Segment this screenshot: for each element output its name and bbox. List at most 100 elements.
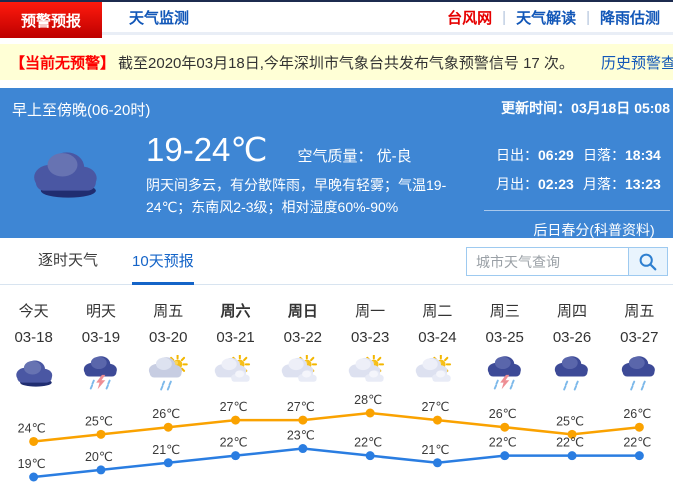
weather-description: 阴天间多云，有分散阵雨，早晚有轻雾；气温19-24℃；东南风2-3级；相对湿度6… (146, 177, 447, 216)
weather-icon (414, 354, 460, 391)
forecast-day-5: 周一 03-23 (336, 300, 403, 391)
link-rain-estimate[interactable]: 降雨估测 (599, 9, 660, 27)
temperature-chart: 24℃ 25℃ 26℃ 27℃ 27℃ 28℃ 27℃ 26℃ 25℃ 26℃ 19℃ 20℃ 21℃ 2… (18, 393, 651, 482)
update-time: 更新时间：03月18日 05:08 (484, 98, 670, 118)
tab-warning-forecast[interactable]: 预警预报 (0, 2, 103, 38)
day-name: 周六 (220, 303, 251, 320)
svg-text:20℃: 20℃ (85, 450, 113, 464)
svg-text:27℃: 27℃ (220, 400, 248, 414)
moonset: 月落：13:23 (583, 176, 661, 192)
day-name: 周五 (624, 303, 655, 320)
panel-divider (484, 210, 670, 211)
svg-text:22℃: 22℃ (220, 436, 248, 450)
day-date: 03-21 (216, 329, 255, 346)
update-time-label: 更新时间： (501, 100, 572, 116)
day-date: 03-25 (485, 329, 524, 346)
city-search (466, 247, 668, 276)
svg-text:26℃: 26℃ (623, 407, 651, 421)
svg-text:22℃: 22℃ (354, 436, 382, 450)
svg-text:22℃: 22℃ (556, 436, 584, 450)
weather-icon (482, 355, 528, 391)
forecast-day-6: 周二 03-24 (404, 300, 471, 391)
weather-icon (11, 355, 57, 391)
alert-badge: 【当前无预警】 (10, 54, 116, 72)
search-icon (639, 253, 657, 270)
svg-text:24℃: 24℃ (18, 421, 46, 435)
update-time-value: 03月18日 05:08 (571, 100, 670, 116)
day-date: 03-27 (620, 329, 659, 346)
day-name: 明天 (85, 303, 116, 320)
weather-icon (213, 354, 259, 391)
svg-text:22℃: 22℃ (623, 436, 651, 450)
alert-bar: 【当前无预警】 截至2020年03月18日,今年深圳市气象台共发布气象预警信号 … (0, 44, 673, 80)
forecast-day-7: 周三 03-25 (471, 300, 538, 391)
day-name: 今天 (18, 303, 49, 320)
tab-warning-forecast-label: 预警预报 (21, 12, 82, 30)
day-date: 03-20 (149, 329, 188, 346)
day-date: 03-22 (283, 329, 323, 346)
day-date: 03-19 (81, 329, 121, 346)
day-date: 03-24 (418, 329, 457, 346)
svg-text:23℃: 23℃ (287, 429, 315, 443)
forecast-day-8: 周四 03-26 (538, 300, 605, 391)
tab-ten-day-forecast[interactable]: 10天预报 (132, 250, 194, 285)
temperature-range: 19-24℃ (146, 131, 268, 168)
history-warning-link[interactable]: 历史预警查询 (600, 54, 673, 72)
svg-text:22℃: 22℃ (489, 436, 517, 450)
forecast-tabbar: 逐时天气 10天预报 (0, 238, 673, 285)
svg-text:27℃: 27℃ (421, 400, 449, 414)
moonrise: 月出：02:23 (496, 176, 574, 192)
sunset: 日落：18:34 (583, 147, 661, 163)
sunrise: 日出：06:29 (496, 147, 574, 163)
link-weather-explain[interactable]: 天气解读 (516, 9, 577, 27)
forecast-day-9: 周五 03-27 (606, 300, 673, 391)
forecast-day-3: 周六 03-21 (202, 300, 269, 391)
current-conditions-panel: 早上至傍晚(06-20时) 19-24℃ 空气质量： 优-良 阴天间多云，有分散… (0, 88, 673, 238)
forecast-day-1: 明天 03-19 (67, 300, 134, 391)
weather-icon (145, 354, 191, 391)
forecast-day-4: 周日 03-22 (269, 300, 336, 391)
current-info: 19-24℃ 空气质量： 优-良 阴天间多云，有分散阵雨，早晚有轻雾；气温19-… (146, 130, 484, 218)
ten-day-forecast: 今天 03-18 明天 03-19 周五 03-20 周六 03-21 周日 (0, 285, 673, 485)
tab-hourly-weather[interactable]: 逐时天气 (38, 252, 99, 269)
day-name: 周一 (355, 303, 386, 320)
day-date: 03-26 (552, 329, 592, 346)
weather-icon (347, 354, 393, 391)
link-typhoon-net[interactable]: 台风网 (447, 9, 493, 27)
forecast-days-row: 今天 03-18 明天 03-19 周五 03-20 周六 03-21 周日 (0, 300, 673, 391)
day-name: 周五 (153, 303, 184, 320)
forecast-period: 早上至傍晚(06-20时) (12, 102, 151, 119)
current-right: 更新时间：03月18日 05:08 日出：06:29 日落：18:34 月出：0… (484, 88, 673, 238)
air-quality: 空气质量： 优-良 (297, 148, 412, 165)
forecast-day-0: 今天 03-18 (0, 300, 67, 391)
day-name: 周四 (557, 303, 588, 320)
city-search-input[interactable] (466, 247, 629, 276)
svg-text:21℃: 21℃ (421, 443, 449, 457)
city-search-button[interactable] (629, 247, 668, 276)
day-date: 03-18 (14, 329, 53, 346)
nav-links: 台风网 | 天气解读 | 降雨估测 (447, 2, 673, 32)
solar-term-link[interactable]: 后日春分(科普资料) (533, 222, 655, 238)
svg-text:27℃: 27℃ (287, 400, 315, 414)
tab-weather-monitoring-label: 天气监测 (129, 9, 190, 27)
svg-text:25℃: 25℃ (85, 414, 113, 428)
svg-text:26℃: 26℃ (152, 407, 180, 421)
alert-text: 截至2020年03月18日,今年深圳市气象台共发布气象预警信号 17 次。 (118, 54, 574, 72)
day-date: 03-23 (350, 329, 390, 346)
top-nav: 预警预报 天气监测 台风网 | 天气解读 | 降雨估测 (0, 2, 673, 38)
weather-icon (616, 355, 662, 391)
weather-icon (78, 355, 124, 391)
svg-text:28℃: 28℃ (354, 393, 382, 407)
svg-text:25℃: 25℃ (556, 414, 584, 428)
forecast-day-2: 周五 03-20 (135, 300, 202, 391)
day-name: 周三 (489, 303, 520, 320)
weather-icon (280, 354, 326, 391)
weather-icon (549, 355, 595, 391)
svg-text:19℃: 19℃ (18, 457, 46, 471)
current-weather-icon (22, 144, 108, 204)
svg-text:26℃: 26℃ (489, 407, 517, 421)
nav-separator: | (502, 8, 507, 26)
day-name: 周二 (422, 303, 453, 320)
tab-weather-monitoring[interactable]: 天气监测 (102, 2, 216, 32)
